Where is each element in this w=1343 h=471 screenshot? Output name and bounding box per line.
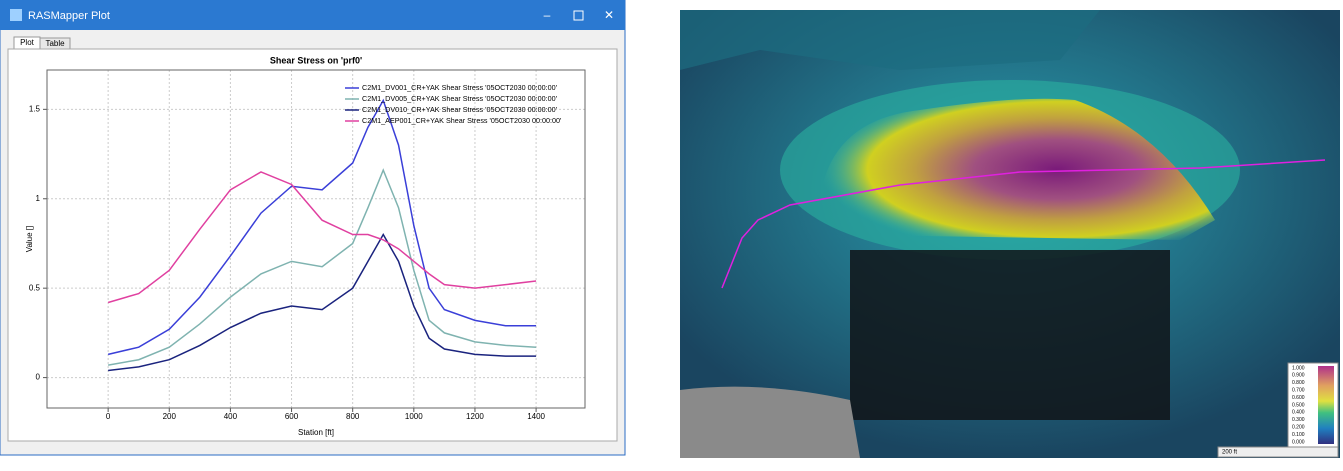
- minimize-button[interactable]: –: [544, 8, 551, 22]
- x-tick-label: 800: [346, 412, 360, 421]
- x-tick-label: 1400: [527, 412, 545, 421]
- y-tick-label: 0.5: [29, 283, 41, 292]
- map-legend-label: 0.600: [1292, 395, 1305, 401]
- y-tick-label: 1.5: [29, 104, 41, 113]
- map-terrain: [680, 10, 1100, 70]
- map-terrain: [680, 386, 860, 458]
- series-line: [108, 233, 537, 372]
- y-tick-label: 0: [36, 373, 41, 382]
- map-legend-label: 0.900: [1292, 373, 1305, 379]
- legend-label: C2M1_DV005_CR+YAK Shear Stress '05OCT203…: [362, 94, 558, 103]
- scale-label: 200 ft: [1222, 450, 1237, 456]
- map-legend-label: 0.300: [1292, 417, 1305, 423]
- map-legend-label: 0.000: [1292, 439, 1305, 445]
- legend-label: C2M1_AEP001_CR+YAK Shear Stress '05OCT20…: [362, 116, 562, 125]
- map-legend-label: 0.400: [1292, 410, 1305, 416]
- x-tick-label: 1200: [466, 412, 484, 421]
- map-legend-label: 0.700: [1292, 388, 1305, 394]
- tab-label[interactable]: Plot: [20, 38, 35, 47]
- y-axis-label: Value []: [25, 226, 34, 253]
- x-tick-label: 200: [163, 412, 177, 421]
- x-tick-label: 1000: [405, 412, 423, 421]
- plot-panel: [7, 48, 618, 442]
- map-shadow: [850, 250, 1170, 420]
- chart: Shear Stress on 'prf0' Station [ft] Value …: [25, 55, 586, 437]
- x-tick-label: 400: [224, 412, 238, 421]
- app-icon: [10, 9, 22, 21]
- map-legend-label: 0.100: [1292, 432, 1305, 438]
- map-legend-label: 0.800: [1292, 380, 1305, 386]
- map-legend-label: 1.000: [1292, 365, 1305, 371]
- x-axis-label: Station [ft]: [298, 428, 334, 437]
- map-legend-label: 0.200: [1292, 425, 1305, 431]
- legend-label: C2M1_DV001_CR+YAK Shear Stress '05OCT203…: [362, 83, 558, 92]
- scale-bar: [1217, 446, 1339, 458]
- chart-title: Shear Stress on 'prf0': [270, 55, 362, 65]
- close-button[interactable]: ✕: [604, 8, 614, 22]
- map-legend-label: 0.500: [1292, 402, 1305, 408]
- plot-area: [46, 69, 586, 409]
- map-zone: [820, 98, 1215, 240]
- legend-label: C2M1_DV010_CR+YAK Shear Stress '05OCT203…: [362, 105, 558, 114]
- profile-line: [721, 159, 1326, 289]
- tab-label[interactable]: Table: [45, 39, 65, 48]
- series-line: [107, 171, 537, 304]
- maximize-button[interactable]: [573, 10, 584, 21]
- x-tick-label: 0: [106, 412, 111, 421]
- x-tick-label: 600: [285, 412, 299, 421]
- series-line: [107, 98, 537, 356]
- window-title: RASMapper Plot: [28, 10, 110, 22]
- legend-colorbar: [1318, 366, 1334, 444]
- y-tick-label: 1: [36, 194, 41, 203]
- series-line: [108, 168, 537, 366]
- title-bar: [0, 0, 625, 30]
